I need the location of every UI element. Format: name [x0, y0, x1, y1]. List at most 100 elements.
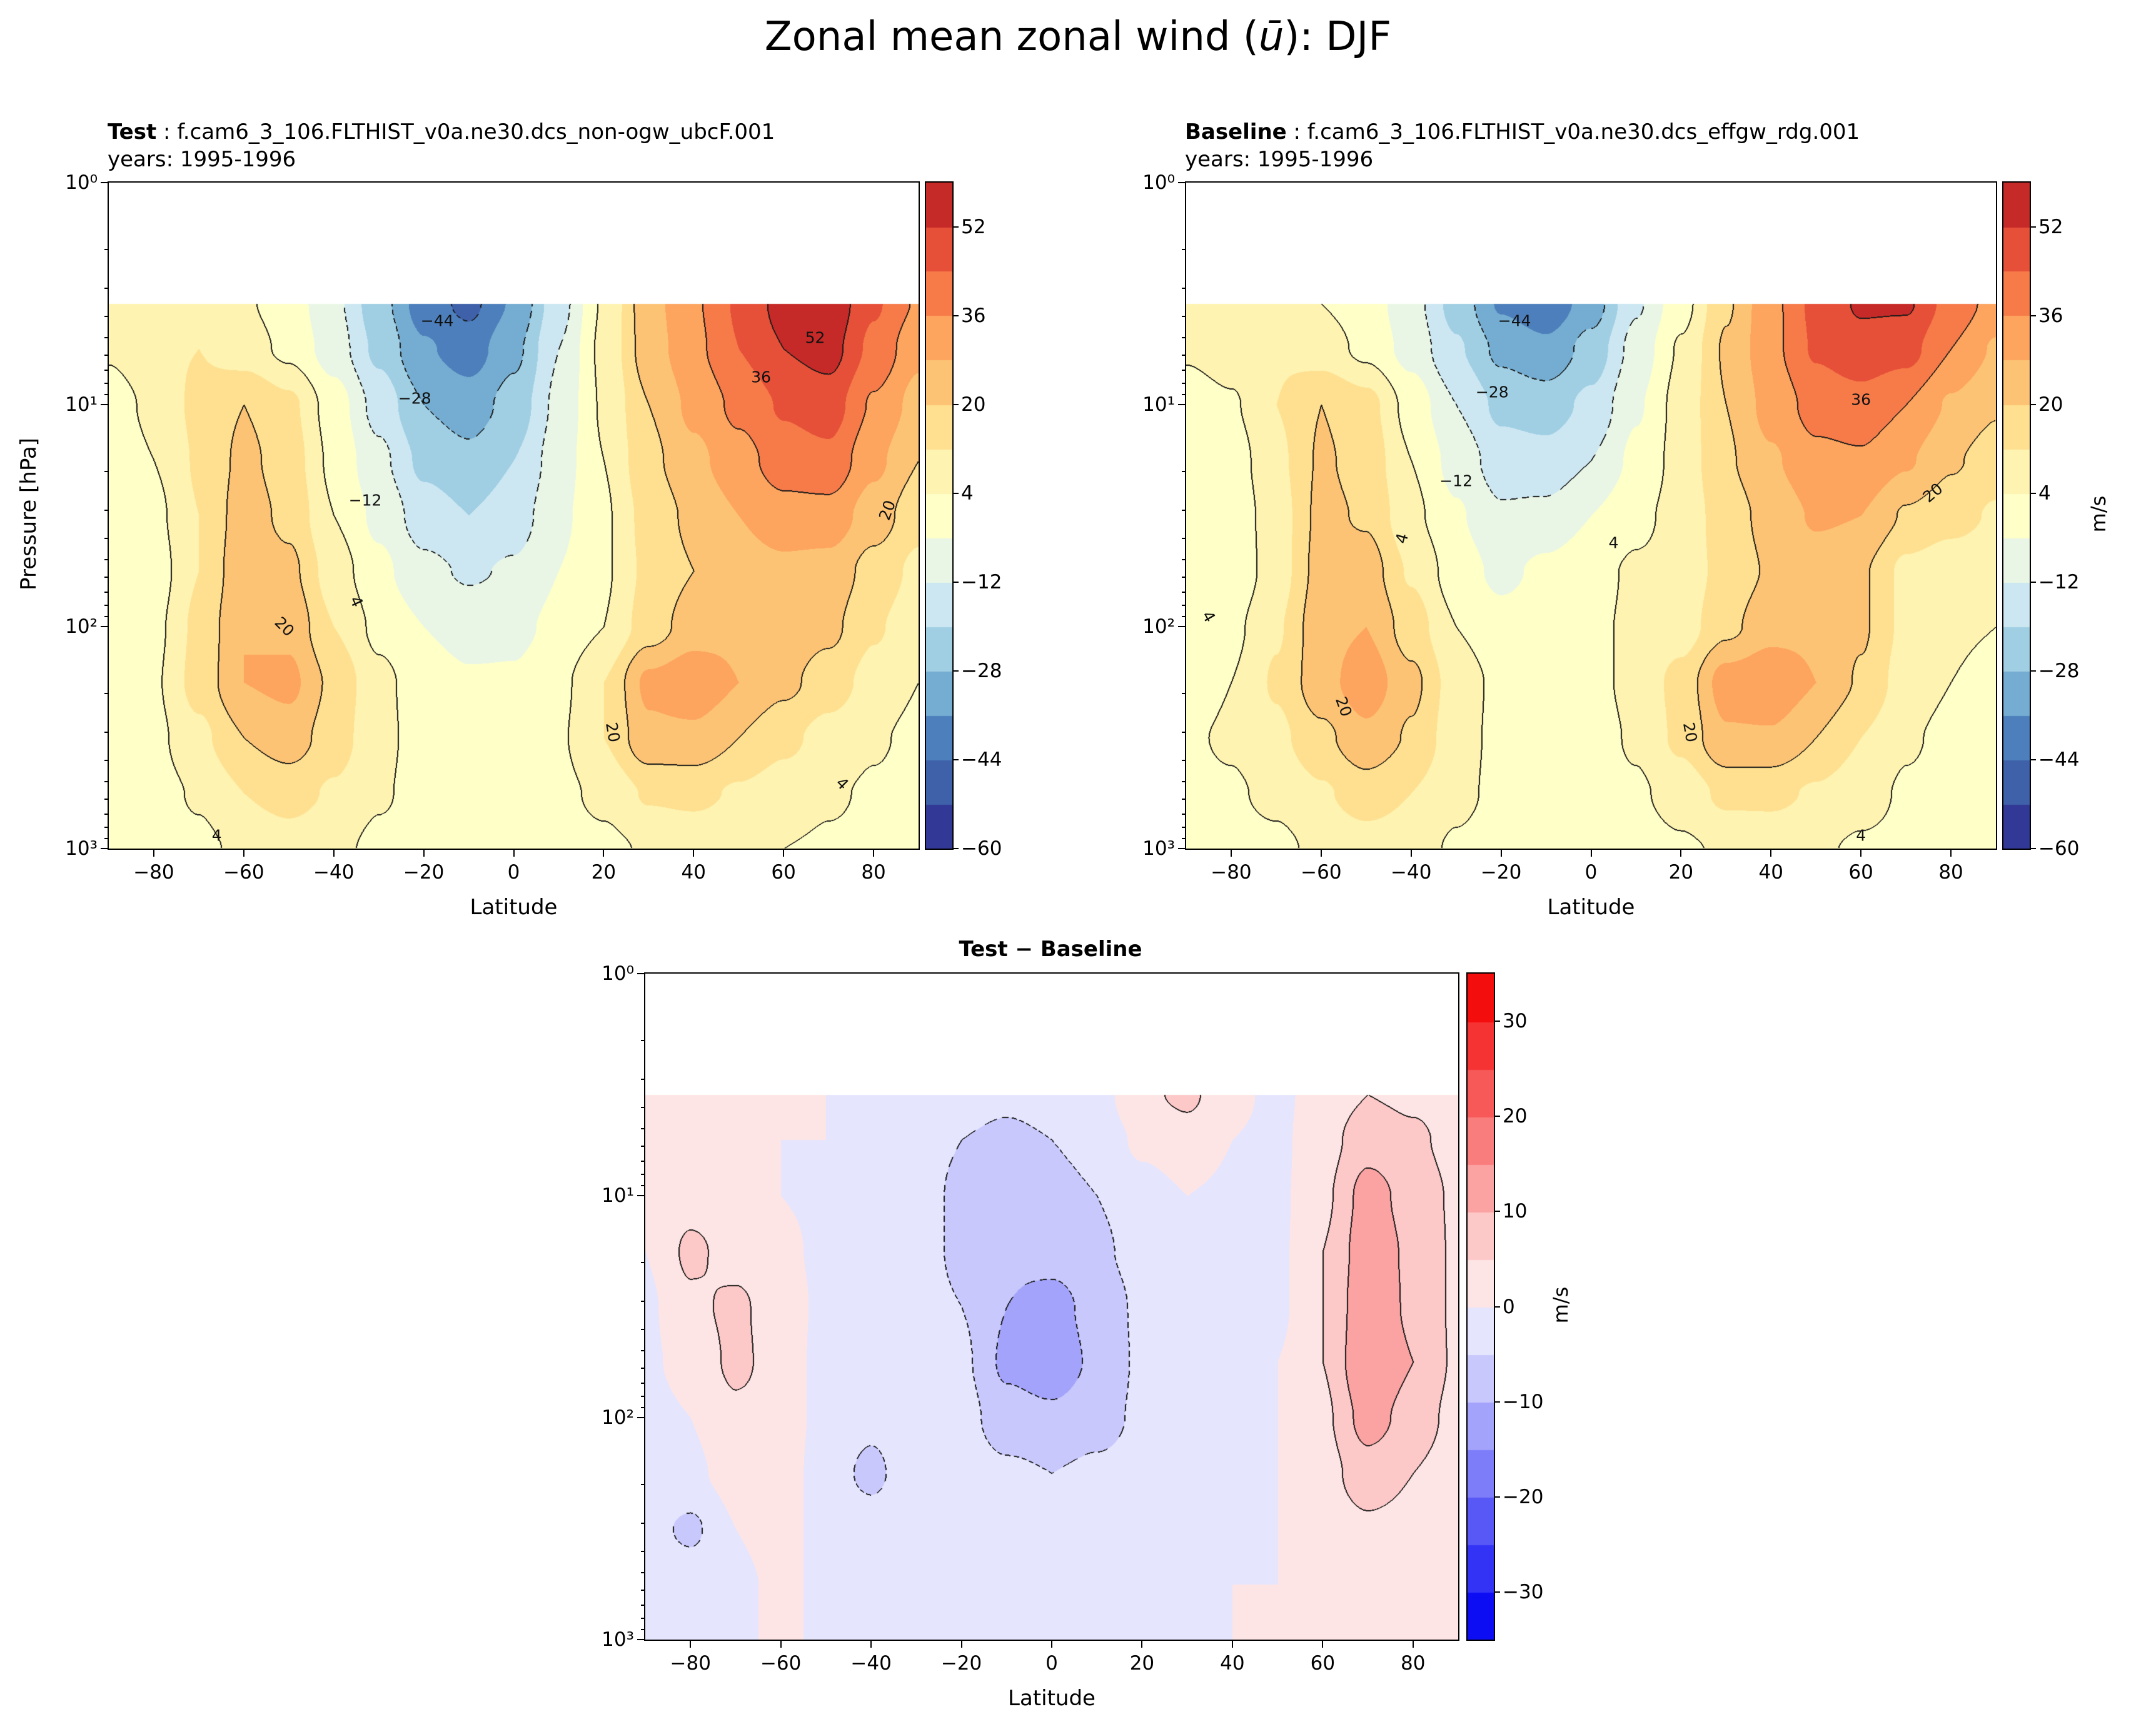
colorbar-tick-label: 36	[961, 305, 986, 327]
figure-title-math: ū	[1258, 14, 1284, 60]
y-minor-tick	[1182, 315, 1186, 317]
y-tick-label: 10¹	[65, 393, 98, 416]
y-tick-label: 10¹	[602, 1184, 634, 1207]
y-minor-tick	[1182, 288, 1186, 290]
x-tick-label: 20	[1129, 1652, 1155, 1675]
x-tick-label: 40	[1220, 1652, 1245, 1675]
colorbar-tick	[952, 226, 959, 228]
y-minor-tick	[104, 393, 109, 395]
diff-units-label: m/s	[1549, 1286, 1573, 1324]
y-minor-tick	[1182, 382, 1186, 384]
y-minor-tick	[104, 814, 109, 815]
x-tick-label: 40	[681, 861, 706, 884]
x-tick	[1231, 1640, 1233, 1648]
test-colorbar: 52 36 20 4 −12 −28 −44 −60	[925, 181, 1002, 860]
x-tick	[960, 1640, 962, 1648]
x-tick	[1320, 849, 1322, 857]
y-tick	[101, 404, 109, 405]
y-minor-tick	[1182, 393, 1186, 395]
x-tick-label: −40	[850, 1652, 892, 1675]
x-tick	[1950, 849, 1952, 857]
y-minor-tick	[1182, 577, 1186, 578]
test-x-axis-label: Latitude	[470, 895, 558, 920]
colorbar-tick-label: 52	[961, 216, 986, 238]
baseline-colorbar: 52 36 20 4 −12 −28 −44 −60	[2002, 181, 2079, 860]
colorbar-tick	[952, 315, 959, 316]
test-colorbar-canvas	[926, 183, 952, 849]
x-tick-label: 60	[771, 861, 796, 884]
test-contour-canvas	[109, 183, 919, 849]
colorbar-tick	[2030, 226, 2036, 228]
y-minor-tick	[1182, 759, 1186, 761]
y-tick-label: 10²	[1142, 615, 1175, 638]
y-minor-tick	[641, 1161, 645, 1162]
colorbar-tick-label: 36	[2038, 305, 2063, 327]
y-minor-tick	[641, 1039, 645, 1041]
contour-label: 20	[602, 721, 623, 744]
contour-label: 36	[751, 368, 772, 386]
x-tick-label: −20	[403, 861, 445, 884]
test-panel-title: Test : f.cam6_3_106.FLTHIST_v0a.ne30.dcs…	[108, 119, 775, 173]
colorbar-tick-label: 52	[2038, 216, 2063, 238]
colorbar-tick-label: −20	[1503, 1485, 1544, 1508]
y-minor-tick	[641, 1523, 645, 1525]
colorbar-tick-label: −60	[2038, 837, 2080, 860]
x-tick-label: 80	[861, 861, 886, 884]
x-tick	[1500, 849, 1502, 857]
contour-label: 4	[211, 826, 222, 845]
y-minor-tick	[1182, 337, 1186, 339]
y-minor-tick	[104, 592, 109, 593]
x-tick	[333, 849, 335, 857]
y-minor-tick	[1182, 537, 1186, 539]
x-tick	[870, 1640, 872, 1648]
colorbar-tick-label: −44	[961, 749, 1002, 771]
x-tick	[1322, 1640, 1324, 1648]
colorbar-tick-label: 20	[961, 393, 986, 416]
x-tick	[1412, 1640, 1414, 1648]
colorbar-tick	[952, 670, 959, 672]
x-tick	[690, 1640, 692, 1648]
y-minor-tick	[1182, 592, 1186, 593]
y-minor-tick	[641, 1406, 645, 1408]
y-minor-tick	[1182, 615, 1186, 617]
test-run-name: : f.cam6_3_106.FLTHIST_v0a.ne30.dcs_non-…	[156, 119, 775, 144]
y-minor-tick	[641, 1079, 645, 1081]
y-tick	[637, 1417, 645, 1418]
colorbar-tick	[952, 759, 959, 760]
x-tick-label: −60	[1301, 861, 1342, 884]
y-minor-tick	[104, 510, 109, 512]
test-years: years: 1995-1996	[108, 146, 296, 172]
y-tick-label: 10⁰	[65, 171, 98, 194]
y-tick	[637, 1639, 645, 1640]
x-tick	[1770, 849, 1772, 857]
y-minor-tick	[104, 732, 109, 733]
x-tick	[1230, 849, 1232, 857]
y-tick	[1178, 182, 1186, 183]
x-tick-label: 60	[1310, 1652, 1336, 1675]
y-minor-tick	[641, 1572, 645, 1574]
y-minor-tick	[104, 799, 109, 800]
y-minor-tick	[104, 470, 109, 472]
baseline-years: years: 1995-1996	[1185, 146, 1374, 172]
y-minor-tick	[641, 1590, 645, 1591]
y-minor-tick	[1182, 470, 1186, 472]
y-tick	[101, 848, 109, 849]
x-tick-label: −40	[313, 861, 355, 884]
y-minor-tick	[1182, 732, 1186, 733]
figure-title-pre: Zonal mean zonal wind (	[764, 14, 1259, 60]
colorbar-tick-label: 30	[1503, 1010, 1528, 1033]
colorbar-tick	[2030, 493, 2036, 494]
colorbar-tick-label: 20	[1503, 1105, 1528, 1128]
diff-x-axis-label: Latitude	[1008, 1686, 1096, 1711]
colorbar-tick	[1494, 1591, 1500, 1593]
y-tick-label: 10⁰	[1142, 171, 1175, 194]
colorbar-tick-label: 0	[1503, 1295, 1515, 1318]
diff-colorbar-canvas	[1468, 974, 1494, 1640]
x-tick	[153, 849, 154, 857]
figure-title: Zonal mean zonal wind (ū): DJF	[0, 14, 2156, 60]
y-minor-tick	[1182, 510, 1186, 512]
y-minor-tick	[1182, 370, 1186, 371]
y-minor-tick	[641, 1550, 645, 1552]
baseline-panel-title: Baseline : f.cam6_3_106.FLTHIST_v0a.ne30…	[1185, 119, 1860, 173]
colorbar-tick-label: −44	[2038, 749, 2080, 771]
